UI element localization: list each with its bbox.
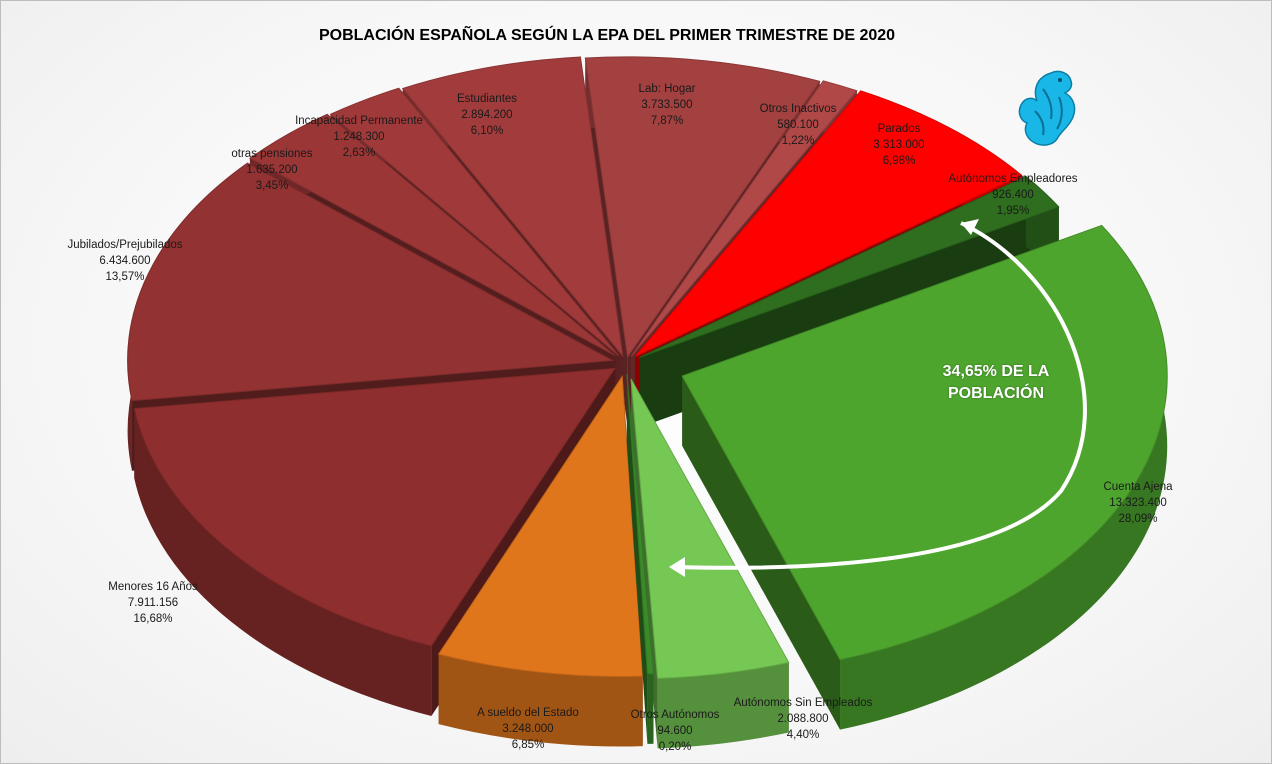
pie-slice-wall: [682, 375, 841, 730]
data-label: Menores 16 Años 7.911.156 16,68%: [63, 579, 243, 627]
pie-slice-top: [630, 378, 790, 679]
pie-slice-top: [127, 162, 615, 402]
data-label-pct: 1,95%: [996, 205, 1030, 217]
data-label-name: Incapacidad Permanente: [295, 115, 423, 127]
population-callout: 34,65% DE LA POBLACIÓN: [921, 361, 1071, 405]
data-label-name: A sueldo del Estado: [477, 707, 579, 719]
data-label-name: Menores 16 Años: [108, 581, 198, 593]
data-label-name: Parados: [877, 123, 921, 135]
pie-slice-top: [681, 224, 1168, 661]
data-label-name: Otros Autónomos: [630, 709, 720, 721]
data-label-pct: 4,40%: [786, 729, 820, 741]
callout-arrow: [669, 219, 1087, 577]
data-label: Parados 3.313.000 6,98%: [809, 121, 989, 169]
data-label-value: 2.894.200: [461, 109, 513, 121]
pie-slice-side: [647, 673, 654, 744]
data-label-pct: 16,68%: [133, 613, 173, 625]
data-label-value: 7.911.156: [127, 597, 179, 609]
data-label-name: Cuenta Ajena: [1103, 481, 1173, 493]
arrowhead-bottom: [669, 557, 685, 577]
pie-slice-side: [657, 662, 789, 749]
data-label-name: Otros Inactivos: [759, 103, 837, 115]
pie-slice-top: [634, 90, 1023, 357]
data-label-value: 3.733.500: [641, 99, 693, 111]
data-label-pct: 13,57%: [105, 271, 145, 283]
data-label-value: 2.088.800: [777, 713, 829, 725]
pie-slice-top: [626, 374, 655, 675]
data-label-name: Autónomos Sin Empleados: [733, 697, 873, 709]
data-label-value: 3.248.000: [502, 723, 554, 735]
data-label: otras pensiones 1.635.200 3,45%: [182, 146, 362, 194]
data-label-value: 94.600: [657, 725, 693, 737]
data-label-pct: 1,22%: [781, 135, 815, 147]
data-label: Autónomos Sin Empleados 2.088.800 4,40%: [713, 695, 893, 743]
pie-slice-top: [401, 56, 624, 358]
data-label-pct: 0,20%: [658, 741, 692, 753]
data-label-name: otras pensiones: [231, 148, 313, 160]
data-label-name: Estudiantes: [456, 93, 518, 105]
data-label: Incapacidad Permanente 1.248.300 2,63%: [269, 113, 449, 161]
callout-line-1: 34,65% DE LA: [942, 363, 1050, 380]
data-label-name: Jubilados/Prejubilados: [67, 239, 183, 251]
data-label-pct: 28,09%: [1118, 513, 1158, 525]
pie-slices: [127, 56, 1168, 749]
data-label-name: Autónomos Empleadores: [948, 173, 1078, 185]
chart-title: POBLACIÓN ESPAÑOLA SEGÚN LA EPA DEL PRIM…: [318, 27, 896, 44]
eagle-logo-icon: [1018, 70, 1076, 146]
data-label: Lab: Hogar 3.733.500 7,87%: [577, 81, 757, 129]
data-label-value: 580.100: [777, 119, 819, 131]
data-label-pct: 2,63%: [342, 147, 376, 159]
pie-slice: [626, 374, 655, 744]
data-label-value: 1.248.300: [333, 131, 385, 143]
callout-line-2: POBLACIÓN: [948, 385, 1044, 402]
pie-slice: [681, 224, 1168, 730]
data-label-name: Lab: Hogar: [638, 83, 696, 95]
data-label: Otros Autónomos 94.600 0,20%: [585, 707, 765, 755]
data-label: Estudiantes 2.894.200 6,10%: [397, 91, 577, 139]
data-label-pct: 6,10%: [470, 125, 504, 137]
arrowhead-top: [961, 219, 979, 235]
pie-slice-wall: [626, 374, 648, 744]
data-label-value: 13.323.400: [1109, 497, 1167, 509]
data-label-pct: 6,85%: [511, 739, 545, 751]
data-label-pct: 3,45%: [255, 180, 289, 192]
pie-slice-side: [840, 225, 1168, 730]
pie-slice: [437, 374, 644, 747]
pie-slice-top: [133, 367, 616, 647]
data-label: Otros Inactivos 580.100 1,22%: [708, 101, 888, 149]
pie-slice-side: [134, 408, 432, 717]
pie-slice: [630, 378, 790, 749]
pie-slice-top: [437, 374, 644, 677]
callout-arc: [676, 221, 1087, 570]
data-label-pct: 6,98%: [882, 155, 916, 167]
data-label-value: 3.313.000: [873, 139, 925, 151]
pie-slice-top: [329, 87, 620, 356]
data-label-value: 926.400: [992, 189, 1034, 201]
data-label: A sueldo del Estado 3.248.000 6,85%: [438, 705, 618, 753]
data-label-pct: 7,87%: [650, 115, 684, 127]
pie-slice-top: [630, 80, 858, 357]
pie-slice-side: [438, 654, 643, 747]
data-label-value: 1.635.200: [246, 164, 298, 176]
data-label-value: 6.434.600: [99, 255, 151, 267]
data-label: Cuenta Ajena 13.323.400 28,09%: [1048, 479, 1228, 527]
data-label: Jubilados/Prejubilados 6.434.600 13,57%: [35, 237, 215, 285]
data-label: Autónomos Empleadores 926.400 1,95%: [923, 171, 1103, 219]
pie-slice-top: [639, 175, 1060, 358]
pie-slice-top: [249, 113, 616, 357]
pie-slice-top: [584, 56, 821, 359]
